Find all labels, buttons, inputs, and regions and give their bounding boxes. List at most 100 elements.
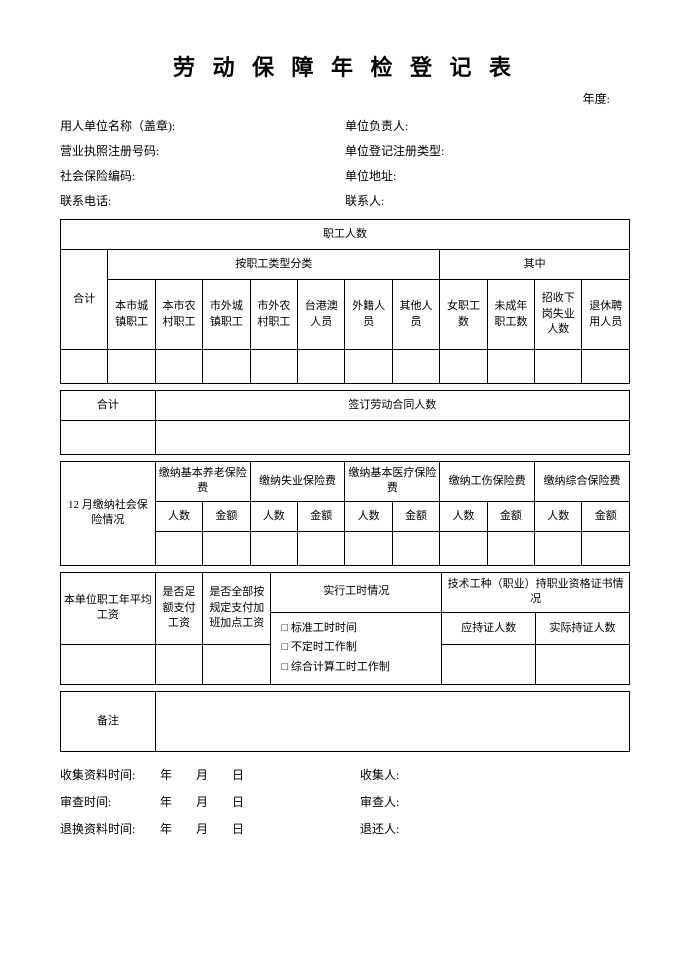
cell[interactable]: [582, 350, 630, 384]
unemployment-header: 缴纳失业保险费: [250, 462, 345, 502]
cell[interactable]: [250, 531, 297, 565]
phone-label: 联系电话:: [60, 192, 345, 209]
cell[interactable]: [345, 531, 392, 565]
cell[interactable]: [535, 350, 582, 384]
reg-type-label: 单位登记注册类型:: [345, 142, 630, 159]
return-time-label: 退换资料时间:: [60, 820, 160, 837]
cell[interactable]: [487, 531, 534, 565]
actual-hold-header: 实际持证人数: [536, 612, 630, 644]
employee-count-table: 职工人数 合计 按职工类型分类 其中 本市城镇职工 本市农村职工 市外城镇职工 …: [60, 219, 630, 384]
col-c4: 市外农村职工: [250, 280, 297, 350]
cb-standard[interactable]: □ 标准工时时间: [281, 619, 431, 639]
people-h: 人数: [440, 501, 487, 531]
people-h: 人数: [345, 501, 392, 531]
cell[interactable]: [203, 350, 250, 384]
among-header: 其中: [440, 250, 630, 280]
avg-wage-label: 本单位职工年平均工资: [61, 572, 156, 644]
cell[interactable]: [250, 350, 297, 384]
review-time-label: 审查时间:: [60, 793, 160, 810]
contract-table: 合计 签订劳动合同人数: [60, 390, 630, 455]
amount-h: 金额: [203, 501, 250, 531]
work-hours-options[interactable]: □ 标准工时时间 □ 不定时工作制 □ 综合计算工时工作制: [271, 612, 442, 684]
page-title: 劳 动 保 障 年 检 登 记 表: [60, 50, 630, 82]
cell[interactable]: [61, 350, 108, 384]
cell[interactable]: [440, 531, 487, 565]
cb-flexible[interactable]: □ 不定时工作制: [281, 638, 431, 658]
col-c7: 其他人员: [392, 280, 439, 350]
cell[interactable]: [298, 350, 345, 384]
cell[interactable]: [392, 531, 439, 565]
wage-hours-table: 本单位职工年平均工资 是否足额支付工资 是否全部按规定支付加班加点工资 实行工时…: [60, 572, 630, 685]
full-pay-label: 是否足额支付工资: [155, 572, 202, 644]
unit-address-label: 单位地址:: [345, 167, 630, 184]
people-h: 人数: [250, 501, 297, 531]
social-ins-code-label: 社会保险编码:: [60, 167, 345, 184]
collect-time-label: 收集资料时间:: [60, 766, 160, 783]
col-c11: 退休聘用人员: [582, 280, 630, 350]
amount-h: 金额: [298, 501, 345, 531]
comprehensive-header: 缴纳综合保险费: [535, 462, 630, 502]
cell[interactable]: [535, 531, 582, 565]
cert-status-header: 技术工种（职业）持职业资格证书情况: [442, 572, 630, 612]
col-c8: 女职工数: [440, 280, 487, 350]
pension-header: 缴纳基本养老保险费: [155, 462, 250, 502]
cell[interactable]: [345, 350, 392, 384]
contact-label: 联系人:: [345, 192, 630, 209]
overtime-pay-label: 是否全部按规定支付加班加点工资: [203, 572, 271, 644]
cell[interactable]: [155, 350, 202, 384]
people-h: 人数: [155, 501, 202, 531]
cell[interactable]: [392, 350, 439, 384]
cell[interactable]: [155, 644, 202, 684]
injury-header: 缴纳工伤保险费: [440, 462, 535, 502]
cell[interactable]: [155, 531, 202, 565]
cell[interactable]: [487, 350, 534, 384]
remarks-label: 备注: [61, 691, 156, 751]
amount-h: 金额: [392, 501, 439, 531]
cell[interactable]: [203, 644, 271, 684]
collector-label: 收集人:: [360, 766, 420, 783]
cell[interactable]: [61, 421, 156, 455]
cell[interactable]: [536, 644, 630, 684]
total-col: 合计: [61, 250, 108, 350]
people-h: 人数: [535, 501, 582, 531]
license-no-label: 营业执照注册号码:: [60, 142, 345, 159]
contract-count-header: 签订劳动合同人数: [155, 391, 629, 421]
cell[interactable]: [442, 644, 536, 684]
col-c10: 招收下岗失业人数: [535, 280, 582, 350]
reviewer-label: 审查人:: [360, 793, 420, 810]
returner-label: 退还人:: [360, 820, 420, 837]
review-date[interactable]: 年 月 日: [160, 793, 360, 810]
cell[interactable]: [61, 644, 156, 684]
remarks-table: 备注: [60, 691, 630, 752]
work-hours-header: 实行工时情况: [271, 572, 442, 612]
unit-head-label: 单位负责人:: [345, 117, 630, 134]
col-c6: 外籍人员: [345, 280, 392, 350]
employee-count-header: 职工人数: [61, 220, 630, 250]
footer: 收集资料时间: 年 月 日 收集人: 审查时间: 年 月 日 审查人: 退换资料…: [60, 766, 630, 837]
col-c2: 本市农村职工: [155, 280, 202, 350]
amount-h: 金额: [487, 501, 534, 531]
return-date[interactable]: 年 月 日: [160, 820, 360, 837]
col-c9: 未成年职工数: [487, 280, 534, 350]
col-c1: 本市城镇职工: [108, 280, 155, 350]
employer-name-label: 用人单位名称（盖章):: [60, 117, 345, 134]
cb-comprehensive[interactable]: □ 综合计算工时工作制: [281, 658, 431, 678]
cell[interactable]: [203, 531, 250, 565]
cell[interactable]: [582, 531, 630, 565]
collect-date[interactable]: 年 月 日: [160, 766, 360, 783]
amount-h: 金额: [582, 501, 630, 531]
col-c5: 台港澳人员: [298, 280, 345, 350]
insurance-table: 12 月缴纳社会保险情况 缴纳基本养老保险费 缴纳失业保险费 缴纳基本医疗保险费…: [60, 461, 630, 566]
cell[interactable]: [108, 350, 155, 384]
cell[interactable]: [440, 350, 487, 384]
year-label: 年度:: [60, 90, 630, 107]
remarks-cell[interactable]: [155, 691, 629, 751]
cell[interactable]: [155, 421, 629, 455]
header-fields: 用人单位名称（盖章): 单位负责人: 营业执照注册号码: 单位登记注册类型: 社…: [60, 117, 630, 209]
contract-total: 合计: [61, 391, 156, 421]
cell[interactable]: [298, 531, 345, 565]
col-c3: 市外城镇职工: [203, 280, 250, 350]
should-hold-header: 应持证人数: [442, 612, 536, 644]
dec-social-label: 12 月缴纳社会保险情况: [61, 462, 156, 566]
medical-header: 缴纳基本医疗保险费: [345, 462, 440, 502]
